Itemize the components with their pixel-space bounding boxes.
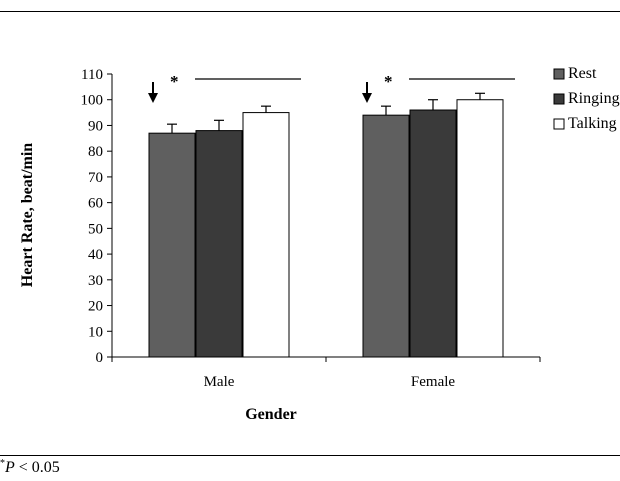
bar — [242, 112, 290, 358]
bar — [195, 130, 243, 358]
y-tick-label: 100 — [81, 93, 104, 109]
y-tick-label: 10 — [88, 324, 103, 340]
x-tick-label: Male — [204, 374, 235, 390]
top-rule — [0, 11, 620, 12]
y-tick-label: 90 — [88, 118, 103, 134]
significance-asterisk: * — [384, 72, 393, 91]
significance-footnote: *P < 0.05 — [0, 458, 60, 477]
bar — [148, 132, 196, 358]
legend-label: Rest — [568, 65, 597, 82]
significance-arrow-head — [148, 93, 158, 103]
footnote-symbol: * — [0, 458, 5, 469]
y-tick-label: 60 — [88, 196, 103, 212]
bar — [456, 99, 504, 358]
bar — [362, 114, 410, 358]
y-tick-label: 0 — [96, 350, 104, 366]
y-tick-label: 80 — [88, 144, 103, 160]
y-tick-label: 50 — [88, 221, 103, 237]
legend-swatch — [553, 93, 565, 105]
legend-swatch — [553, 68, 565, 80]
y-tick-label: 40 — [88, 247, 103, 263]
footnote-text: < 0.05 — [14, 459, 60, 476]
footnote-variable: P — [5, 459, 15, 476]
legend-swatch — [553, 118, 565, 130]
y-tick-label: 20 — [88, 299, 103, 315]
y-axis-title: Heart Rate, beat/min — [19, 143, 36, 288]
significance-asterisk: * — [170, 72, 179, 91]
significance-arrow-head — [362, 93, 372, 103]
x-tick-label: Female — [411, 374, 455, 390]
y-tick-label: 30 — [88, 273, 103, 289]
y-tick-label: 110 — [81, 67, 103, 83]
legend-label: Ringing — [568, 90, 620, 107]
bar — [409, 109, 457, 358]
plot-area: 0 10 20 30 40 50 60 70 80 90 100 110 Male Female * * — [81, 67, 541, 390]
x-axis-title: Gender — [245, 406, 297, 423]
bottom-rule — [0, 455, 620, 456]
legend-label: Talking — [568, 115, 617, 132]
heart-rate-bar-chart: Heart Rate, beat/min Gender 0 10 20 30 40 50 6… — [19, 65, 620, 423]
y-tick-label: 70 — [88, 170, 103, 186]
legend: Rest Ringing Talking — [553, 65, 620, 132]
